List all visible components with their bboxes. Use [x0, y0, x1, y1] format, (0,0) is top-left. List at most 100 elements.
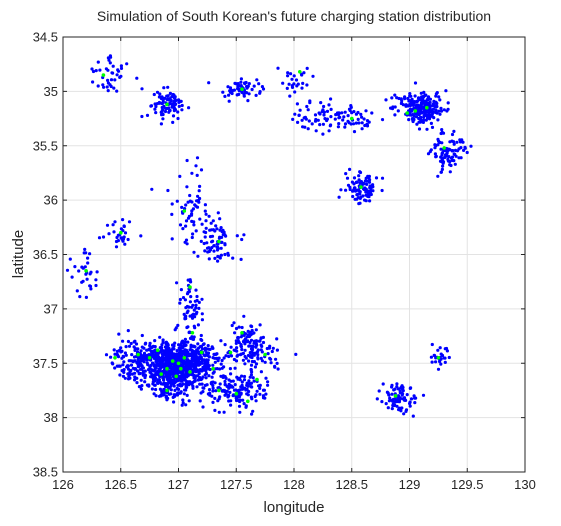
- station-point: [400, 384, 404, 388]
- station-point: [251, 409, 255, 413]
- station-point: [161, 117, 165, 121]
- station-point: [110, 71, 114, 75]
- station-point: [203, 235, 207, 239]
- station-point: [196, 350, 200, 354]
- station-point: [368, 184, 372, 188]
- station-point: [289, 72, 293, 76]
- center-point: [165, 102, 169, 107]
- station-point: [203, 249, 207, 253]
- station-point: [126, 339, 130, 344]
- station-point: [236, 377, 240, 381]
- station-point: [440, 157, 444, 161]
- station-point: [109, 78, 114, 82]
- station-point: [180, 378, 184, 382]
- station-point: [220, 366, 224, 370]
- station-point: [185, 311, 189, 315]
- y-tick-label: 34.5: [33, 30, 58, 45]
- station-point: [211, 386, 215, 390]
- station-point: [410, 117, 414, 121]
- station-point: [196, 198, 201, 202]
- station-point: [150, 387, 154, 391]
- station-point: [249, 347, 254, 351]
- station-point: [259, 370, 263, 374]
- station-point: [88, 252, 92, 256]
- station-point: [222, 410, 226, 414]
- station-point: [216, 399, 220, 403]
- station-point: [367, 180, 372, 184]
- station-point: [413, 81, 418, 85]
- station-point: [84, 295, 88, 299]
- center-point: [176, 361, 181, 366]
- station-point: [325, 118, 329, 123]
- station-point: [252, 84, 256, 88]
- station-point: [425, 103, 429, 107]
- station-point: [257, 82, 261, 86]
- station-point: [227, 99, 231, 103]
- station-point: [359, 180, 363, 184]
- station-point: [352, 182, 356, 186]
- station-point: [270, 349, 274, 354]
- station-point: [199, 239, 203, 243]
- station-point: [435, 111, 439, 115]
- station-point: [152, 92, 156, 97]
- station-point: [251, 344, 255, 348]
- station-point: [327, 129, 331, 133]
- station-point: [166, 85, 170, 89]
- station-point: [183, 340, 187, 344]
- station-point: [215, 227, 219, 231]
- station-point: [259, 356, 263, 360]
- station-point: [125, 62, 129, 66]
- station-point: [190, 313, 194, 317]
- station-point: [348, 167, 352, 171]
- station-point: [115, 89, 119, 93]
- station-point: [136, 347, 140, 351]
- station-point: [197, 306, 201, 310]
- station-point: [256, 348, 260, 352]
- station-point: [203, 373, 207, 377]
- station-point: [196, 254, 200, 258]
- station-point: [185, 304, 189, 309]
- station-point: [203, 348, 207, 352]
- station-point: [242, 92, 246, 96]
- station-point: [175, 349, 179, 353]
- station-point: [233, 331, 237, 335]
- center-point: [190, 331, 195, 335]
- station-point: [336, 125, 340, 129]
- station-point: [159, 345, 163, 350]
- station-point: [404, 398, 408, 402]
- station-point: [159, 348, 163, 352]
- station-point: [240, 90, 244, 94]
- station-point: [213, 408, 217, 412]
- station-point: [419, 102, 423, 106]
- station-point: [164, 394, 168, 398]
- station-point: [140, 367, 144, 371]
- center-point: [246, 399, 250, 404]
- station-point: [424, 110, 428, 114]
- station-point: [380, 400, 384, 404]
- station-point: [436, 137, 440, 141]
- station-point: [455, 149, 460, 153]
- station-point: [106, 56, 110, 60]
- station-point: [214, 389, 218, 393]
- station-point: [250, 350, 254, 354]
- station-point: [204, 230, 208, 235]
- station-point: [153, 376, 157, 380]
- center-point: [119, 230, 123, 235]
- station-point: [401, 389, 405, 393]
- station-point: [172, 393, 176, 397]
- station-point: [183, 337, 187, 341]
- station-point: [129, 341, 133, 346]
- station-point: [320, 110, 324, 114]
- station-center-points: [84, 70, 447, 404]
- station-point: [190, 212, 194, 216]
- station-point: [438, 359, 442, 364]
- station-point: [405, 393, 409, 397]
- station-point: [440, 130, 444, 134]
- station-point: [362, 117, 366, 121]
- station-point: [91, 80, 95, 84]
- station-point: [436, 118, 440, 122]
- station-point: [275, 337, 279, 341]
- center-point: [228, 350, 233, 355]
- station-point: [364, 199, 368, 203]
- station-point: [310, 122, 314, 126]
